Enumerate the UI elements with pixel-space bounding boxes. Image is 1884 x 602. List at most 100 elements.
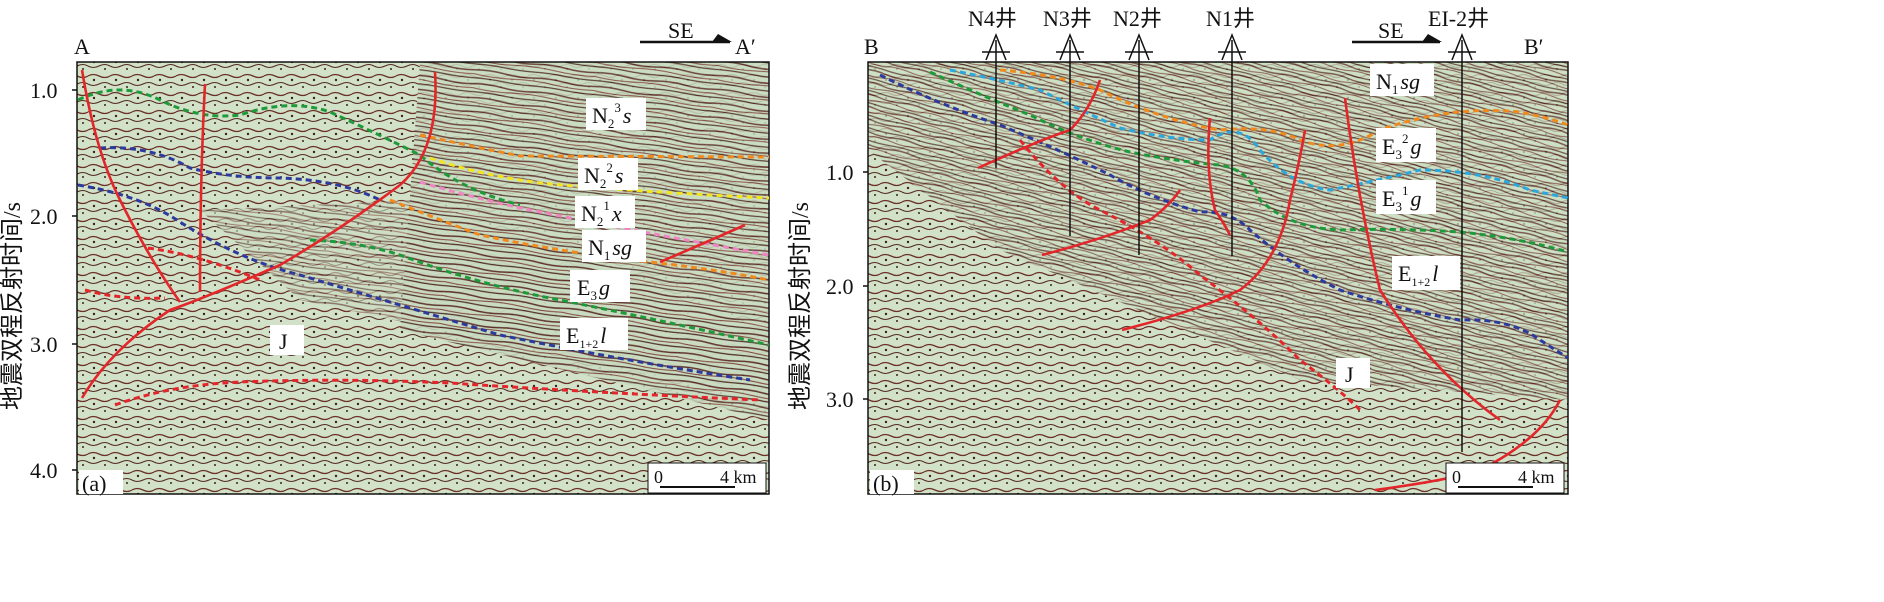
scale-zero-b: 0 <box>1452 467 1461 487</box>
well-n4: N4井 <box>968 6 1017 168</box>
svg-text:N3井: N3井 <box>1043 6 1092 31</box>
fault-3-a <box>80 71 437 399</box>
horizon-orange-lower-a <box>389 198 769 282</box>
panel-b-horizons <box>879 68 1568 412</box>
fault-5-b <box>1343 97 1501 422</box>
svg-text:N4井: N4井 <box>968 6 1017 31</box>
y-tick-a-3: 3.0 <box>30 332 58 357</box>
formation-label-a-4: N1sg <box>582 230 646 263</box>
y-tick-a-4: 4.0 <box>30 458 58 483</box>
horizon-blue-lower-a <box>77 183 751 382</box>
panel-b-direction: SE B′ <box>1352 18 1544 59</box>
panel-a-horizons <box>77 88 769 407</box>
svg-text:(b): (b) <box>873 471 899 496</box>
direction-arrow-head-b <box>1422 34 1442 42</box>
svg-text:(a): (a) <box>82 471 106 496</box>
fault-1-a <box>80 69 182 303</box>
scale-label-b: 4 km <box>1518 467 1555 487</box>
svg-text:N1sg: N1sg <box>588 235 632 263</box>
well-derrick-icon <box>1448 32 1476 61</box>
well-derrick-icon <box>982 32 1010 61</box>
panel-b-frame <box>867 61 1569 495</box>
y-axis-label-b: 地震双程反射时间/s <box>787 202 814 410</box>
formation-label-b-4: E1+2l <box>1392 256 1460 290</box>
panel-b-start-label: B <box>864 34 879 59</box>
well-ei2: EI-2井 <box>1428 6 1489 452</box>
formation-label-b-5: J <box>1336 358 1370 388</box>
panel-a-scale-bar: 0 4 km <box>647 462 767 494</box>
panel-a-formation-labels: N23s N22s N21x N1sg E3g E1+2l <box>270 98 646 355</box>
formation-label-a-3: N21x <box>575 196 635 229</box>
horizon-orange-upper-a <box>419 133 769 159</box>
formation-label-b-3: E31g <box>1376 180 1436 214</box>
svg-text:E3g: E3g <box>577 275 610 303</box>
svg-text:N1井: N1井 <box>1206 6 1255 31</box>
horizon-green-a <box>77 88 521 207</box>
horizon-red-small-a <box>84 288 166 300</box>
panel-b-seismic-image <box>868 62 1568 494</box>
svg-text:E32g: E32g <box>1382 131 1421 162</box>
direction-arrow-head-a <box>712 34 732 42</box>
svg-text:EI-2井: EI-2井 <box>1428 6 1489 31</box>
panel-b-scale-bar: 0 4 km <box>1445 462 1565 494</box>
panel-a-start-label: A <box>74 34 90 59</box>
horizon-pink-a <box>419 180 769 257</box>
horizon-yellow-a <box>429 156 769 200</box>
formation-label-a-1: N23s <box>586 98 646 131</box>
fault-2-b <box>1041 189 1182 257</box>
formation-label-a-5: E3g <box>570 270 630 303</box>
formation-label-a-7: J <box>270 325 304 355</box>
fault-2-a <box>198 83 207 293</box>
panel-b-formation-labels: N1sg E32g E31g E1+2l J <box>1336 64 1460 388</box>
well-derrick-icon <box>1125 32 1153 61</box>
well-n3: N3井 <box>1043 6 1092 236</box>
horizon-green-b <box>929 70 1568 254</box>
panel-b-direction-label: SE <box>1378 18 1404 43</box>
panel-a: A SE A′ 1.0 2.0 3.0 4.0 N23s N <box>30 18 770 496</box>
svg-text:N2井: N2井 <box>1113 6 1162 31</box>
svg-text:J: J <box>1345 362 1354 387</box>
formation-label-a-6: E1+2l <box>560 318 628 351</box>
formation-label-b-2: E32g <box>1376 128 1436 162</box>
formation-label-b-1: N1sg <box>1370 64 1434 97</box>
panel-a-direction-label: SE <box>668 18 694 43</box>
y-tick-a-1: 1.0 <box>30 78 58 103</box>
panel-a-frame <box>76 61 770 495</box>
formation-label-a-2: N22s <box>578 158 638 191</box>
svg-text:E1+2l: E1+2l <box>1398 261 1438 289</box>
panel-b: N4井 N3井 N2井 N1井 EI-2井 B <box>826 6 1569 496</box>
well-derrick-icon <box>1218 32 1246 61</box>
svg-text:E31g: E31g <box>1382 183 1421 214</box>
horizon-cyan-b <box>949 68 1568 200</box>
y-axis-label-a: 地震双程反射时间/s <box>0 202 26 410</box>
svg-text:E1+2l: E1+2l <box>566 323 606 351</box>
svg-text:N23s: N23s <box>592 100 631 131</box>
well-n2: N2井 <box>1113 6 1162 255</box>
svg-text:N22s: N22s <box>584 160 623 191</box>
scale-label-a: 4 km <box>720 467 757 487</box>
y-tick-b-2: 2.0 <box>826 274 854 299</box>
panel-a-y-ticks: 1.0 2.0 3.0 4.0 <box>30 78 77 483</box>
panel-a-end-label: A′ <box>735 34 756 59</box>
y-tick-a-2: 2.0 <box>30 204 58 229</box>
horizon-red-b <box>1018 139 1362 412</box>
well-derrick-icon <box>1056 32 1084 61</box>
y-tick-b-3: 3.0 <box>826 387 854 412</box>
y-tick-b-1: 1.0 <box>826 160 854 185</box>
horizon-blue-upper-a <box>99 146 381 202</box>
panel-b-y-ticks: 1.0 2.0 3.0 <box>826 160 868 412</box>
well-n1: N1井 <box>1206 6 1255 256</box>
svg-text:N21x: N21x <box>581 198 622 229</box>
fault-4-a <box>659 223 746 264</box>
panel-a-direction: SE A′ <box>640 18 756 59</box>
svg-text:N1sg: N1sg <box>1376 69 1420 97</box>
panel-a-faults <box>80 69 746 399</box>
fault-3-b <box>1207 117 1232 236</box>
panel-b-end-label: B′ <box>1524 34 1544 59</box>
panel-b-corner-label: (b) <box>870 470 914 496</box>
horizon-blue-b <box>879 73 1568 360</box>
panel-b-wells: N4井 N3井 N2井 N1井 EI-2井 <box>968 6 1489 452</box>
horizon-red-a <box>147 246 261 282</box>
horizon-red-base-a <box>114 378 761 407</box>
